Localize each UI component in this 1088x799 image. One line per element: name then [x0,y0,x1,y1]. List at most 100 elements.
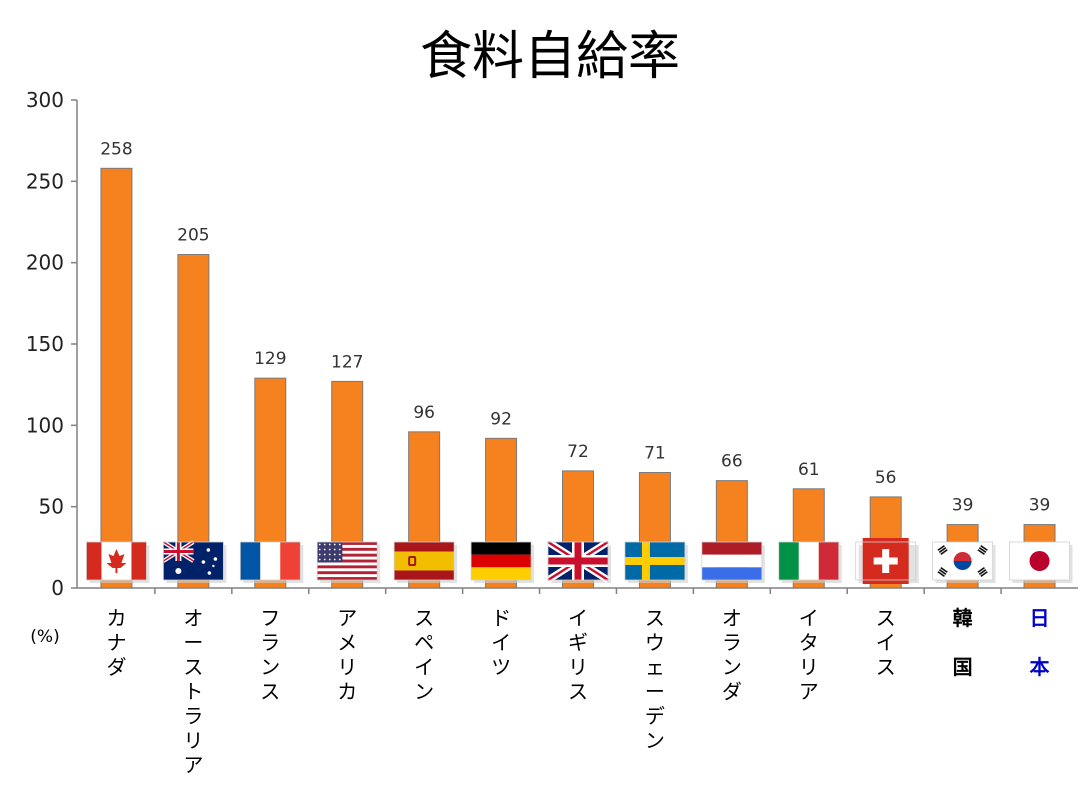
value-label: 258 [100,139,132,159]
value-label: 61 [798,460,820,480]
chart-title: 食料自給率 [420,27,680,87]
value-label: 96 [413,403,435,423]
category-label-char: ス [568,680,588,704]
category-label-char: イ [491,631,511,655]
category-label-char: ア [799,680,819,704]
category-label-char: オ [722,606,742,630]
category-label-char: カ [337,680,357,704]
category-label-char: ー [183,631,203,655]
australia-flag [162,540,227,583]
category-label-char: リ [337,655,357,679]
category-label-char: ー [645,680,665,704]
bar [177,254,210,589]
category-label-char: ン [645,729,665,753]
category-label-char: 日 [1030,606,1050,630]
category-label-char: ン [722,655,742,679]
category-label-char: ギ [568,631,588,655]
canada-flag [86,541,150,583]
unit-label: (%) [30,627,59,647]
category-label-char: メ [337,631,357,655]
switzerland-flag [855,538,919,584]
category-label-char: ス [260,680,280,704]
value-label: 39 [1029,496,1051,516]
category-label: ドイツ [491,606,511,679]
category-label-char: ェ [645,655,665,679]
category-label-char: リ [799,655,819,679]
value-label: 71 [644,444,666,464]
value-label: 56 [875,468,897,488]
category-label-char: タ [799,631,819,655]
value-label: 92 [490,409,512,429]
category-label-char: 国 [953,655,973,679]
category-label-char: ラ [183,704,203,728]
category-label-char: カ [106,606,126,630]
y-tick-label: 200 [26,251,64,275]
category-label-char: イ [876,631,896,655]
y-tick-label: 50 [39,495,64,519]
category-label-char: リ [568,655,588,679]
japan-flag [1009,541,1073,583]
category-label-char: ペ [414,631,434,655]
value-label: 205 [177,226,209,246]
category-label-char: ア [183,753,203,777]
value-label: 39 [952,496,974,516]
spain-flag [393,541,458,583]
y-tick-label: 100 [26,413,64,437]
sweden-flag [624,541,688,583]
category-label-char: ダ [722,680,742,704]
category-label-char: オ [183,606,203,630]
y-tick-label: 0 [51,576,64,600]
category-label-char: ウ [645,631,665,655]
category-label-char: ド [491,606,511,630]
uk-flag [546,539,611,583]
category-label-char: ス [876,606,896,630]
category-label: カナダ [106,606,126,679]
y-tick-label: 300 [26,88,64,112]
flags [86,538,1073,584]
y-tick-label: 150 [26,332,64,356]
value-label: 72 [567,442,589,462]
axes: 0 50 100 150 200 250 300 [26,88,1078,600]
category-label-char: ス [414,606,434,630]
category-label: スイス [876,606,896,679]
category-label-char: 韓 [953,606,973,630]
category-label: 韓国 [953,606,973,679]
category-label-char: ツ [491,655,511,679]
category-label-char: 本 [1030,655,1050,679]
category-label-char: フ [260,606,280,630]
germany-flag [470,541,535,583]
category-label-char: デ [645,704,665,728]
value-label: 129 [254,349,286,369]
category-label-char: イ [799,606,819,630]
category-label-char: ラ [722,631,742,655]
category-label-char: ラ [260,631,280,655]
value-label: 127 [331,352,363,372]
bar [100,167,133,589]
category-label-char: ナ [106,631,126,655]
category-label-char: ン [414,680,434,704]
france-flag [239,541,304,583]
category-label-char: ア [337,606,357,630]
category-label-char: ン [260,655,280,679]
italy-flag [778,541,842,583]
usa-flag [316,541,381,583]
value-label: 66 [721,452,743,472]
category-label-char: ダ [106,655,126,679]
category-label-char: ス [876,655,896,679]
category-label: 日本 [1030,606,1050,679]
category-label-char: ス [645,606,665,630]
netherlands-flag [701,541,765,583]
south-korea-flag [932,541,996,583]
category-label-char: ト [183,680,203,704]
